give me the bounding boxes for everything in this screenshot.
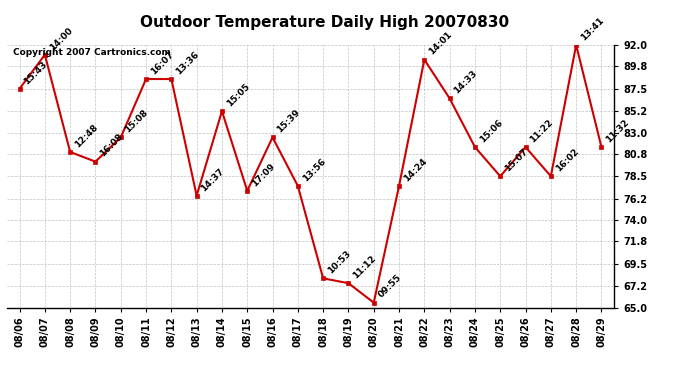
Text: 14:37: 14:37: [199, 166, 226, 193]
Text: Copyright 2007 Cartronics.com: Copyright 2007 Cartronics.com: [13, 48, 171, 57]
Text: 14:24: 14:24: [402, 156, 428, 183]
Text: 15:08: 15:08: [124, 108, 150, 135]
Text: 17:09: 17:09: [250, 161, 277, 188]
Text: Outdoor Temperature Daily High 20070830: Outdoor Temperature Daily High 20070830: [140, 15, 509, 30]
Text: 14:33: 14:33: [453, 69, 479, 96]
Text: 16:08: 16:08: [98, 132, 125, 159]
Text: 15:39: 15:39: [275, 108, 302, 135]
Text: 16:07: 16:07: [149, 50, 175, 76]
Text: 13:56: 13:56: [301, 157, 327, 183]
Text: 13:41: 13:41: [579, 15, 606, 42]
Text: 15:05: 15:05: [225, 82, 251, 108]
Text: 13:36: 13:36: [174, 50, 201, 76]
Text: 09:55: 09:55: [377, 273, 403, 300]
Text: 16:02: 16:02: [553, 147, 580, 174]
Text: 15:07: 15:07: [503, 147, 530, 174]
Text: 11:32: 11:32: [604, 118, 631, 144]
Text: 10:53: 10:53: [326, 249, 353, 276]
Text: 12:48: 12:48: [73, 123, 99, 149]
Text: 14:01: 14:01: [427, 30, 454, 57]
Text: 11:12: 11:12: [351, 254, 378, 280]
Text: 14:00: 14:00: [48, 26, 74, 52]
Text: 11:22: 11:22: [529, 118, 555, 144]
Text: 15:06: 15:06: [477, 118, 504, 144]
Text: 15:43: 15:43: [22, 59, 49, 86]
